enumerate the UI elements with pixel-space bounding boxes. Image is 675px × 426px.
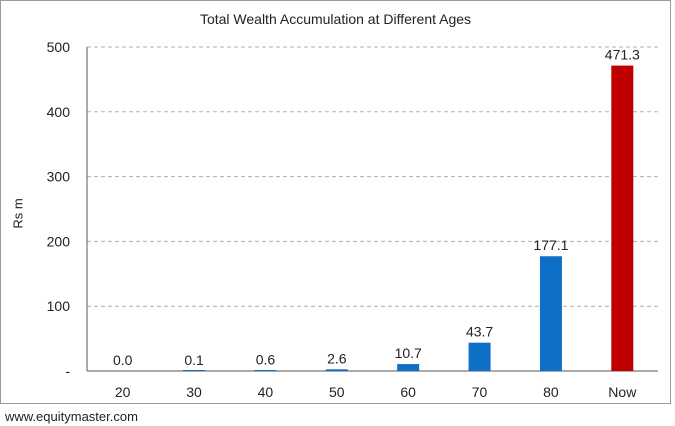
data-label: 0.6 xyxy=(256,352,276,368)
y-tick-label: 200 xyxy=(47,233,71,249)
bar xyxy=(539,256,562,371)
x-tick-label: 60 xyxy=(400,384,416,400)
chart-svg: - 100 200 300 400 500 0.0 20 0.1 30 0.6 40 2.6 50 10.7… xyxy=(47,39,658,400)
data-label: 43.7 xyxy=(466,324,493,340)
bar xyxy=(325,369,348,371)
bar xyxy=(183,370,206,371)
y-tick-label: 100 xyxy=(47,298,71,314)
chart-title: Total Wealth Accumulation at Different A… xyxy=(199,11,472,27)
data-label: 0.0 xyxy=(113,352,133,368)
y-tick-label: - xyxy=(65,363,70,379)
bar xyxy=(611,65,634,372)
data-label: 10.7 xyxy=(395,345,422,361)
x-tick-label: 70 xyxy=(472,384,488,400)
y-axis-label: Rs m xyxy=(10,198,26,229)
y-tick-label: 500 xyxy=(47,39,71,55)
y-tick-label: 300 xyxy=(47,169,71,185)
x-tick-label: 50 xyxy=(329,384,345,400)
data-label: 0.1 xyxy=(184,352,204,368)
x-tick-label: 20 xyxy=(115,384,131,400)
source-credit: www.equitymaster.com xyxy=(5,409,138,424)
data-label: 2.6 xyxy=(327,350,347,366)
bar xyxy=(254,370,277,371)
y-tick-label: 400 xyxy=(47,104,71,120)
x-tick-label: 40 xyxy=(258,384,274,400)
x-tick-label: 80 xyxy=(543,384,559,400)
data-label: 177.1 xyxy=(533,237,568,253)
bar xyxy=(468,342,491,371)
x-tick-label: 30 xyxy=(186,384,202,400)
data-label: 471.3 xyxy=(605,47,640,63)
x-tick-label: Now xyxy=(608,384,637,400)
bar xyxy=(397,364,420,371)
